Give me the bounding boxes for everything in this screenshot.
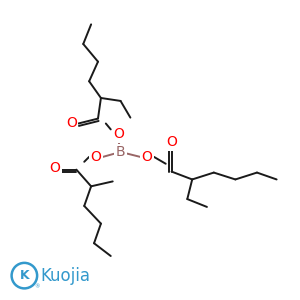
- Text: O: O: [91, 150, 101, 164]
- Text: O: O: [50, 161, 60, 175]
- Text: ®: ®: [34, 284, 40, 289]
- Text: O: O: [142, 150, 152, 164]
- Text: B: B: [116, 145, 125, 159]
- Text: O: O: [166, 135, 177, 149]
- Text: K: K: [20, 269, 29, 282]
- Text: Kuojia: Kuojia: [40, 267, 91, 285]
- Text: O: O: [113, 127, 124, 141]
- Text: O: O: [66, 116, 77, 130]
